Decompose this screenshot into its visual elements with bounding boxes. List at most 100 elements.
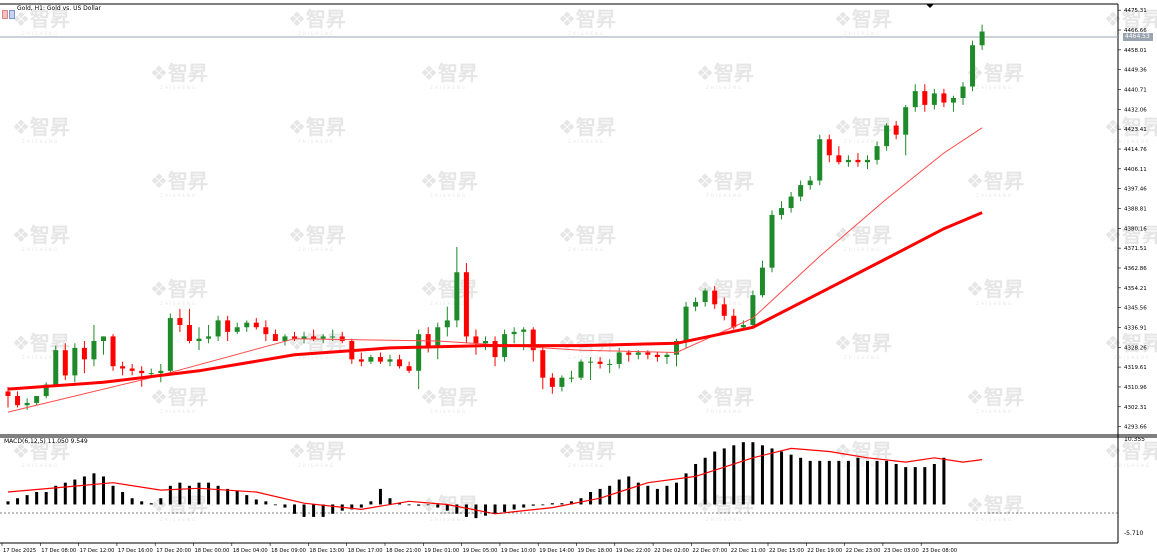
candle-body <box>320 336 326 339</box>
macd-bar <box>789 454 793 505</box>
time-tick-label: 18 Dec 04:00 <box>233 548 268 554</box>
candle-body <box>626 352 632 355</box>
price-tick-label: 4406.11 <box>1124 167 1147 173</box>
watermark-sub: ZHISHENG <box>22 463 59 468</box>
watermark-logo: ❖智昇 <box>966 169 1024 193</box>
watermark-logo: ❖智昇 <box>420 61 478 85</box>
candle-body <box>473 336 479 344</box>
candle-body <box>979 31 985 46</box>
watermark-sub: ZHISHENG <box>706 517 743 522</box>
candle-body <box>941 93 947 103</box>
candle-body <box>874 146 880 160</box>
candle-body <box>72 347 78 376</box>
candle-body <box>206 336 212 339</box>
macd-bar <box>226 488 230 505</box>
macd-bar <box>312 504 316 517</box>
price-tick-label: 4388.81 <box>1124 206 1147 212</box>
watermark-sub: ZHISHENG <box>706 301 743 306</box>
candle-body <box>855 159 861 163</box>
watermark-logo: ❖智昇 <box>150 277 208 301</box>
watermark-logo: ❖智昇 <box>558 115 616 139</box>
scroll-marker-icon[interactable] <box>926 4 934 8</box>
macd-bar <box>675 482 678 505</box>
watermark-logo: ❖智昇 <box>150 169 208 193</box>
candle-body <box>683 306 689 342</box>
candle-body <box>922 91 928 105</box>
macd-bar <box>760 445 764 505</box>
watermark-sub: ZHISHENG <box>976 301 1013 306</box>
candlestick-series <box>5 24 985 410</box>
watermark-logo: ❖智昇 <box>834 115 892 139</box>
watermark-sub: ZHISHENG <box>844 31 881 36</box>
candle-body <box>215 320 221 337</box>
macd-bar <box>541 504 545 506</box>
macd-bar <box>550 503 554 505</box>
price-tick-label: 4302.31 <box>1124 405 1147 411</box>
watermark-sub: ZHISHENG <box>844 463 881 468</box>
watermark-logo: ❖智昇 <box>1104 115 1157 139</box>
candle-body <box>530 329 536 351</box>
candle-body <box>521 329 527 332</box>
watermark-sub: ZHISHENG <box>160 301 197 306</box>
candle-body <box>292 336 297 339</box>
candle-body <box>158 370 164 374</box>
price-axis: 4475.31 4466.66 4458.01 4449.36 4440.71 4432.… <box>1118 8 1147 431</box>
watermark-logo: ❖智昇 <box>834 223 892 247</box>
macd-bar <box>44 492 48 505</box>
time-tick-label: 17 Dec 2025 <box>3 548 36 554</box>
time-tick-label: 19 Dec 18:00 <box>578 548 613 554</box>
watermark-logo: ❖智昇 <box>966 493 1024 517</box>
watermark-sub: ZHISHENG <box>298 247 335 252</box>
watermark-logo: ❖智昇 <box>420 385 478 409</box>
macd-bar <box>302 504 306 517</box>
watermark-sub: ZHISHENG <box>568 355 605 360</box>
watermark-sub: ZHISHENG <box>976 85 1013 90</box>
macd-bar <box>646 485 650 505</box>
watermark-logo: ❖智昇 <box>12 7 70 31</box>
macd-bar <box>799 457 803 505</box>
macd-bar <box>417 504 421 506</box>
time-tick-label: 17 Dec 12:00 <box>80 548 115 554</box>
chart-title: Gold, H1: Gold vs. US Dollar <box>17 5 101 12</box>
candle-body <box>540 350 546 378</box>
candle-body <box>597 361 603 364</box>
time-tick-label: 18 Dec 09:00 <box>271 548 306 554</box>
candle-body <box>416 334 422 371</box>
macd-bar <box>245 495 249 505</box>
price-tick-label: 4423.41 <box>1124 127 1147 133</box>
watermark-sub: ZHISHENG <box>844 247 881 252</box>
watermark-sub: ZHISHENG <box>298 139 335 144</box>
macd-bar <box>636 482 640 505</box>
macd-bar <box>522 504 526 508</box>
candle-body <box>511 331 517 335</box>
macd-bar <box>235 490 239 505</box>
price-tick-label: 4466.66 <box>1124 28 1147 34</box>
macd-bar <box>6 501 10 505</box>
macd-bar <box>875 460 879 505</box>
watermark-sub: ZHISHENG <box>1114 247 1151 252</box>
candle-body <box>912 91 918 108</box>
candle-body <box>721 304 727 316</box>
candle-body <box>807 180 813 186</box>
candle-body <box>645 352 651 355</box>
watermark-logo: ❖智昇 <box>288 223 346 247</box>
candle-body <box>731 315 737 328</box>
macd-bar <box>73 479 77 505</box>
candle-body <box>282 336 288 342</box>
candle-body <box>578 361 584 378</box>
macd-bar <box>484 504 487 516</box>
watermark-sub: ZHISHENG <box>430 301 467 306</box>
macd-bar <box>627 476 631 505</box>
watermark-logo: ❖智昇 <box>150 61 208 85</box>
macd-bar <box>216 485 220 505</box>
macd-bar <box>407 504 411 506</box>
candle-body <box>34 396 40 403</box>
macd-bar <box>140 501 144 505</box>
macd-bar <box>885 460 889 505</box>
candle-body <box>702 290 708 303</box>
watermark-logo: ❖智昇 <box>420 277 478 301</box>
candle-body <box>196 338 202 342</box>
time-tick-label: 22 Dec 07:00 <box>692 548 727 554</box>
watermark-logo: ❖智昇 <box>12 115 70 139</box>
